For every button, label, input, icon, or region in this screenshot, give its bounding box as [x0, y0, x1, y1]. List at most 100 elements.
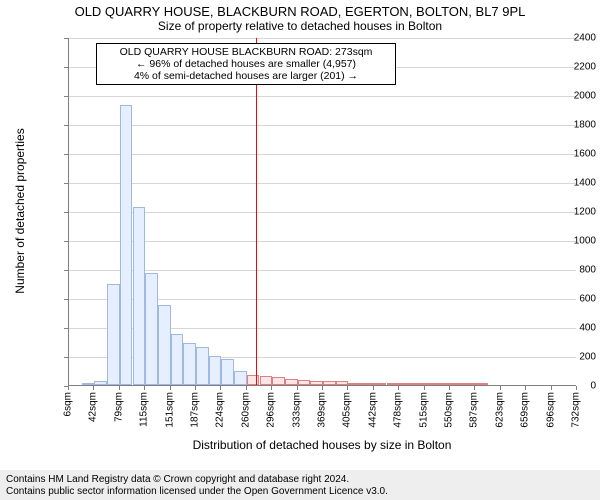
histogram-bar: [145, 273, 158, 385]
y-tick-label: 1800: [534, 120, 596, 131]
histogram-bar-highlight: [260, 376, 273, 385]
x-tick-label: 224sqm: [215, 392, 226, 428]
x-tickmark: [551, 386, 552, 390]
x-tick-label: 587sqm: [469, 392, 480, 428]
chart-subtitle: Size of property relative to detached ho…: [0, 19, 600, 33]
x-tickmark: [576, 386, 577, 390]
x-tick-label: 550sqm: [444, 392, 455, 428]
x-tickmark: [119, 386, 120, 390]
histogram-bar-highlight: [348, 383, 361, 385]
y-tickmark: [64, 67, 68, 68]
x-tickmark: [170, 386, 171, 390]
histogram-bar-highlight: [412, 383, 425, 385]
gridline-h: [69, 38, 576, 39]
y-tick-label: 1600: [534, 149, 596, 160]
x-tick-label: 42sqm: [88, 392, 99, 422]
histogram-bar: [94, 381, 107, 385]
x-tickmark: [93, 386, 94, 390]
chart-container: OLD QUARRY HOUSE, BLACKBURN ROAD, EGERTO…: [0, 0, 600, 500]
x-tickmark: [525, 386, 526, 390]
y-tick-label: 2000: [534, 91, 596, 102]
histogram-bar-highlight: [272, 377, 285, 385]
x-tickmark: [246, 386, 247, 390]
annotation-line: 4% of semi-detached houses are larger (2…: [101, 70, 391, 82]
y-tickmark: [64, 328, 68, 329]
x-tickmark: [449, 386, 450, 390]
gridline-h: [69, 154, 576, 155]
histogram-bar-highlight: [323, 381, 336, 385]
marker-line: [256, 38, 257, 385]
x-axis-label: Distribution of detached houses by size …: [68, 438, 576, 452]
histogram-bar: [221, 359, 234, 385]
x-tick-label: 79sqm: [113, 392, 124, 422]
histogram-bar-highlight: [336, 381, 349, 385]
y-tick-label: 1200: [534, 207, 596, 218]
x-tick-label: 6sqm: [63, 392, 74, 416]
plot-area: [68, 38, 576, 386]
y-tick-label: 200: [534, 352, 596, 363]
histogram-bar-highlight: [450, 383, 463, 385]
gridline-h: [69, 183, 576, 184]
y-tick-label: 2400: [534, 33, 596, 44]
y-tick-label: 400: [534, 323, 596, 334]
histogram-bar: [158, 305, 171, 385]
y-tick-label: 600: [534, 294, 596, 305]
x-tickmark: [474, 386, 475, 390]
histogram-bar-highlight: [285, 379, 298, 385]
x-tick-label: 151sqm: [164, 392, 175, 428]
x-tickmark: [144, 386, 145, 390]
x-tickmark: [297, 386, 298, 390]
histogram-bar-highlight: [387, 383, 400, 385]
x-tickmark: [347, 386, 348, 390]
x-tickmark: [373, 386, 374, 390]
x-tickmark: [271, 386, 272, 390]
x-tickmark: [500, 386, 501, 390]
y-tickmark: [64, 212, 68, 213]
histogram-bar: [82, 383, 95, 385]
y-tick-label: 1000: [534, 236, 596, 247]
x-tick-label: 732sqm: [571, 392, 582, 428]
histogram-bar-highlight: [361, 383, 374, 385]
y-tickmark: [64, 125, 68, 126]
histogram-bar: [107, 284, 120, 386]
histogram-bar: [234, 371, 247, 385]
x-tick-label: 369sqm: [317, 392, 328, 428]
histogram-bar: [183, 343, 196, 385]
annotation-box: OLD QUARRY HOUSE BLACKBURN ROAD: 273sqm←…: [96, 43, 396, 85]
y-tickmark: [64, 299, 68, 300]
x-tickmark: [195, 386, 196, 390]
histogram-bar-highlight: [437, 383, 450, 385]
y-axis-label: Number of detached properties: [13, 121, 27, 301]
x-tick-label: 623sqm: [494, 392, 505, 428]
histogram-bar-highlight: [298, 380, 311, 385]
gridline-h: [69, 96, 576, 97]
y-tickmark: [64, 38, 68, 39]
x-tickmark: [220, 386, 221, 390]
histogram-bar: [171, 334, 184, 385]
x-tick-label: 442sqm: [367, 392, 378, 428]
x-tick-label: 333sqm: [291, 392, 302, 428]
x-tick-label: 696sqm: [545, 392, 556, 428]
x-tick-label: 115sqm: [139, 392, 150, 427]
x-tick-label: 187sqm: [190, 392, 201, 428]
x-tick-label: 260sqm: [240, 392, 251, 428]
histogram-bar: [120, 105, 133, 385]
y-tickmark: [64, 183, 68, 184]
annotation-line: ← 96% of detached houses are smaller (4,…: [101, 58, 391, 70]
y-tick-label: 1400: [534, 178, 596, 189]
histogram-bar-highlight: [247, 375, 260, 385]
histogram-bar-highlight: [463, 383, 476, 385]
x-tick-label: 659sqm: [520, 392, 531, 428]
histogram-bar-highlight: [399, 383, 412, 385]
y-tick-label: 2200: [534, 62, 596, 73]
histogram-bar-highlight: [374, 383, 387, 385]
x-tick-label: 478sqm: [393, 392, 404, 428]
y-tick-label: 0: [534, 381, 596, 392]
x-tick-label: 296sqm: [266, 392, 277, 428]
footer-attribution: Contains HM Land Registry data © Crown c…: [0, 470, 600, 500]
histogram-bar-highlight: [475, 383, 488, 385]
x-tickmark: [424, 386, 425, 390]
histogram-bar: [209, 356, 222, 385]
gridline-h: [69, 125, 576, 126]
footer-line1: Contains HM Land Registry data © Crown c…: [6, 474, 594, 486]
